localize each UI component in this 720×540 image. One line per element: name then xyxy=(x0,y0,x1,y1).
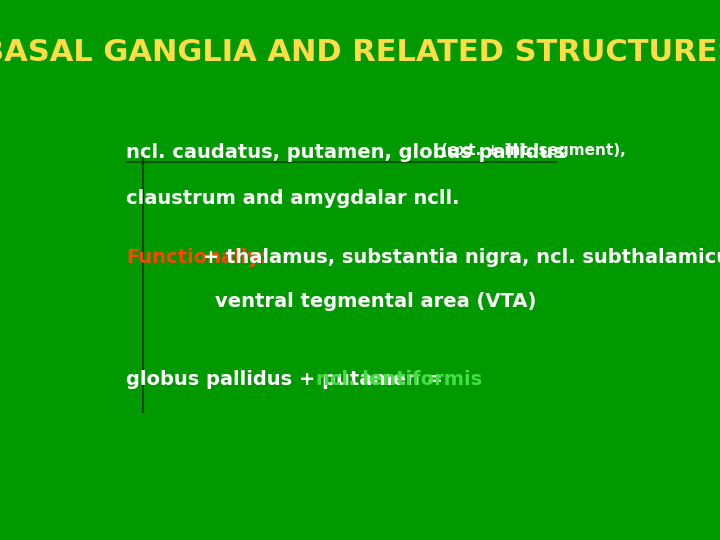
Text: globus pallidus + putamen =: globus pallidus + putamen = xyxy=(126,370,450,389)
Text: (ext. + int. segment),: (ext. + int. segment), xyxy=(441,143,625,158)
Text: claustrum and amygdalar ncll.: claustrum and amygdalar ncll. xyxy=(126,189,459,208)
Text: ncl. caudatus, putamen, globus pallidus: ncl. caudatus, putamen, globus pallidus xyxy=(126,143,572,162)
Text: BASAL GANGLIA AND RELATED STRUCTURES: BASAL GANGLIA AND RELATED STRUCTURES xyxy=(0,38,720,67)
Text: + thalamus, substantia nigra, ncl. subthalamicus,: + thalamus, substantia nigra, ncl. subth… xyxy=(197,248,720,267)
Text: Functionally:: Functionally: xyxy=(126,248,268,267)
Text: ventral tegmental area (VTA): ventral tegmental area (VTA) xyxy=(215,292,536,310)
Text: ncl. lentiformis: ncl. lentiformis xyxy=(316,370,482,389)
